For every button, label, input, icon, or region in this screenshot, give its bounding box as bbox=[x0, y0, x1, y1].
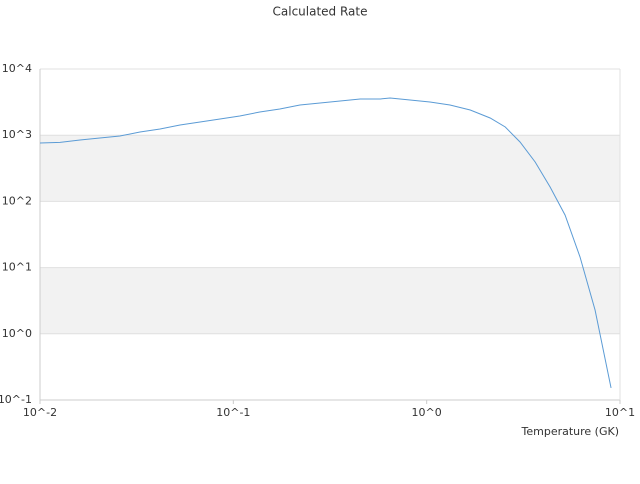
x-tick-label: 10^-1 bbox=[216, 406, 250, 419]
y-tick-label: 10^3 bbox=[2, 128, 32, 141]
y-tick-label: 10^4 bbox=[2, 62, 32, 75]
x-tick-label: 10^0 bbox=[412, 406, 442, 419]
x-axis-label: Temperature (GK) bbox=[521, 425, 620, 438]
grid-band bbox=[40, 267, 620, 334]
y-tick-label: 10^1 bbox=[2, 261, 32, 274]
x-tick-label: 10^-2 bbox=[23, 406, 57, 419]
data-line bbox=[39, 97, 612, 389]
grid-band bbox=[40, 135, 620, 202]
y-tick-label: 10^0 bbox=[2, 327, 32, 340]
x-tick-label: 10^1 bbox=[605, 406, 635, 419]
y-tick-label: 10^-1 bbox=[0, 393, 32, 406]
chart-title: Calculated Rate bbox=[273, 5, 368, 19]
y-tick-label: 10^2 bbox=[2, 194, 32, 207]
